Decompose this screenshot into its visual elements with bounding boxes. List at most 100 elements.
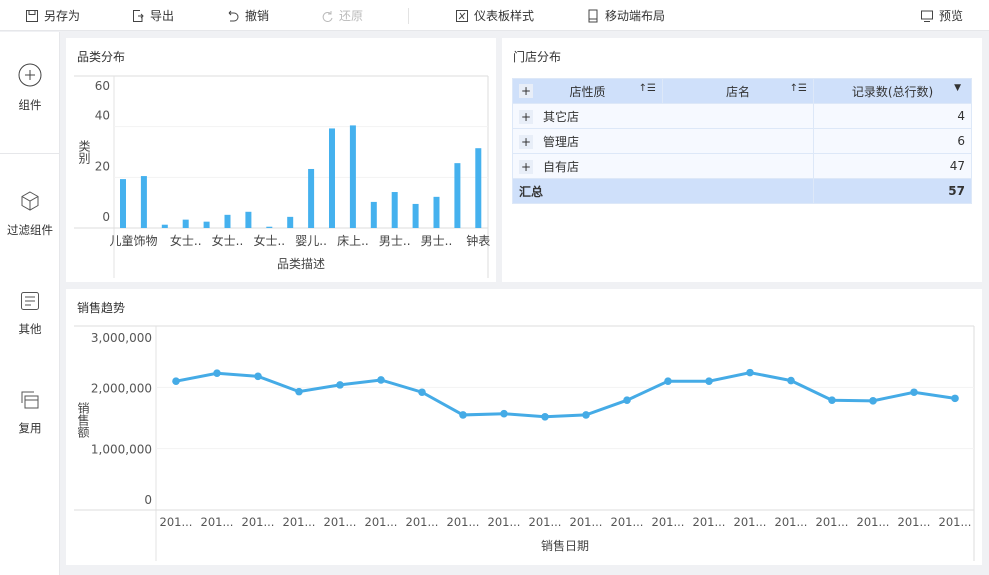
table-row: + 自有店 47 [512,153,972,179]
dashboard-style-label: 仪表板样式 [474,9,535,23]
x-tick-label: 201... [775,515,808,529]
sales-trend-panel: 销售趋势 0 1,000,000 2,000,000 3,000,000 201... 2… [66,289,982,565]
chart-title: 品类分布 [77,50,126,64]
header-record-count[interactable]: 记录数(总行数) ▼ [813,78,972,104]
bar [308,168,315,228]
sort-icon[interactable]: ↑☰ [638,82,656,94]
sidebar: 组件 过滤组件 其他 复用 [0,32,60,575]
bar [245,211,252,228]
dropdown-icon[interactable]: ▼ [954,82,961,93]
undo-icon [228,10,239,21]
mobile-icon [588,9,598,22]
y-axis-title: 类别 [77,140,91,164]
store-table: + 店性质 ↑☰ 店名 ↑☰ 记录数(总行数) ▼ + 其它店 4 + 管理店 6 + 自有店 47… [512,78,972,204]
line-chart: 0 1,000,000 2,000,000 3,000,000 201... 201...… [74,325,975,561]
store-type: 管理店 [543,134,580,149]
expand-icon[interactable]: + [519,109,533,124]
redo-button[interactable]: 还原 [320,7,363,24]
x-tick-label: 201... [160,515,193,529]
header-store-type[interactable]: + 店性质 ↑☰ [512,78,663,104]
x-tick-label: 201... [324,515,357,529]
expand-icon[interactable]: + [519,134,533,149]
x-tick-label: 201... [488,515,521,529]
sidebar-item-filter-components[interactable]: 过滤组件 [0,190,60,238]
record-count: 4 [813,103,972,129]
document-icon [21,292,39,310]
header-label: 店名 [725,84,750,99]
x-tick-label: 钟表 [466,233,490,248]
data-point [787,376,795,385]
expand-icon[interactable]: + [519,159,533,174]
y-tick-label: 40 [95,109,110,123]
dashboard-style-button[interactable]: 仪表板样式 [455,7,534,24]
header-store-name[interactable]: 店名 ↑☰ [662,78,814,104]
sidebar-item-reuse[interactable]: 复用 [0,390,60,436]
y-tick-label: 0 [102,210,110,224]
data-point [869,397,877,405]
sidebar-item-label: 复用 [18,421,42,435]
data-point [254,372,262,381]
store-type-cell: + 其它店 [512,103,814,129]
table-header: + 店性质 ↑☰ 店名 ↑☰ 记录数(总行数) ▼ [512,78,972,104]
redo-icon [322,10,333,22]
x-tick-label: 床上.. [337,234,369,248]
data-point [172,377,180,385]
store-type: 自有店 [543,159,580,174]
data-point [746,368,754,377]
bar [454,163,461,228]
sidebar-item-components[interactable]: 组件 [0,63,60,113]
y-tick-label: 20 [95,159,110,173]
sort-icon[interactable]: ↑☰ [789,82,807,94]
cube-icon [21,191,39,211]
x-tick-label: 婴儿.. [295,234,327,248]
x-tick-label: 女士.. [212,233,244,248]
data-point [377,376,385,384]
x-tick-label: 男士.. [379,234,411,248]
y-tick-label: 3,000,000 [91,331,152,345]
table-title: 门店分布 [513,50,562,64]
header-label: 记录数(总行数) [851,84,934,99]
save-as-button[interactable]: 另存为 [25,7,80,24]
bar [475,148,482,228]
x-tick-label: 201... [447,515,480,529]
export-button[interactable]: 导出 [131,7,174,24]
divider [0,153,60,154]
data-point [951,394,959,403]
x-tick-label: 201... [611,515,644,529]
x-tick-label: 201... [898,515,931,529]
x-tick-label: 201... [406,515,439,529]
x-tick-label: 201... [201,515,234,529]
series-line [175,371,956,419]
data-point [295,387,303,396]
y-tick-label: 60 [95,79,110,93]
bar [224,214,231,228]
expand-icon[interactable]: + [519,84,533,98]
export-label: 导出 [150,9,175,23]
x-tick-label: 201... [570,515,603,529]
save-icon [26,9,38,22]
x-tick-label: 201... [693,515,726,529]
monitor-icon [921,10,933,22]
sidebar-item-other[interactable]: 其他 [0,291,60,337]
x-axis-title: 品类描述 [277,257,325,271]
record-count: 47 [813,153,972,179]
sidebar-item-label: 组件 [18,98,42,112]
data-point [500,409,508,418]
preview-button[interactable]: 预览 [920,7,963,24]
plus-circle-icon [18,63,42,87]
total-label: 汇总 [512,178,814,204]
copy-icon [21,391,39,409]
x-tick-label: 女士.. [253,233,285,248]
x-tick-label: 201... [242,515,275,529]
table-row: + 其它店 4 [512,103,972,129]
preview-label: 预览 [939,9,964,23]
undo-button[interactable]: 撤销 [226,7,269,24]
store-type-cell: + 自有店 [512,153,814,179]
category-chart-panel: 品类分布 0 20 40 60 儿童饰物 女士.. 女士.. 女士.. 婴儿.. 床上.. 男士..… [66,38,496,282]
mobile-layout-button[interactable]: 移动端布局 [586,7,665,24]
data-point [910,388,918,397]
store-table-panel: 门店分布 + 店性质 ↑☰ 店名 ↑☰ 记录数(总行数) ▼ + 其它店 4 + 管理店 6 +… [502,38,982,282]
data-point [623,396,631,405]
header-label: 店性质 [569,84,606,99]
